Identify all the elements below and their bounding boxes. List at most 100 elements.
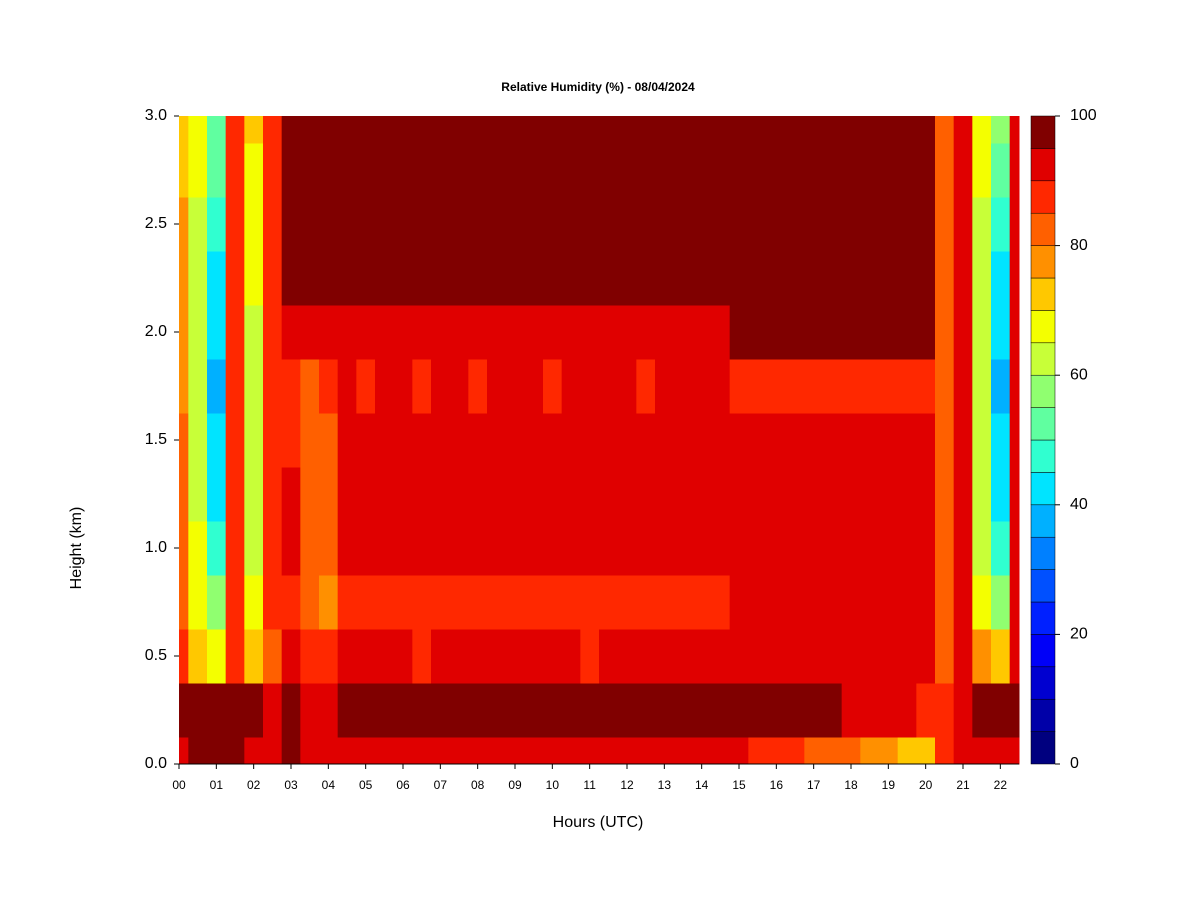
heat-cell (916, 737, 936, 765)
heat-cell (188, 413, 208, 468)
heat-cell (524, 629, 544, 684)
heat-cell (767, 305, 787, 360)
heat-cell (953, 521, 973, 576)
heat-cell (375, 413, 395, 468)
heat-cell (617, 575, 637, 630)
heat-cell (655, 575, 675, 630)
heat-cell (692, 143, 712, 198)
heat-cell (935, 629, 955, 684)
heat-cell (692, 359, 712, 414)
heat-cell (449, 413, 469, 468)
heat-cell (860, 143, 880, 198)
heat-cell (785, 467, 805, 522)
heat-cell (412, 629, 432, 684)
heat-cell (972, 467, 992, 522)
heat-cell (505, 521, 525, 576)
heat-cell (599, 116, 619, 144)
heat-cell (524, 737, 544, 765)
heat-cell (263, 305, 283, 360)
heat-cell (748, 413, 768, 468)
heat-cell (748, 143, 768, 198)
heat-cell (897, 737, 917, 765)
heat-cell (356, 575, 376, 630)
heat-cell (804, 413, 824, 468)
heat-cell (524, 683, 544, 738)
heat-cell (449, 737, 469, 765)
heat-cell (785, 575, 805, 630)
heat-cell (300, 413, 320, 468)
heat-cell (412, 575, 432, 630)
heat-cell (487, 737, 507, 765)
heat-cell (935, 683, 955, 738)
heat-cell (711, 197, 731, 252)
heat-cell (692, 467, 712, 522)
heat-cell (841, 629, 861, 684)
heat-cell (879, 683, 899, 738)
heat-cell (897, 197, 917, 252)
heat-cell (337, 251, 357, 306)
heat-cell (841, 359, 861, 414)
heat-cell (636, 413, 656, 468)
heat-cell (655, 683, 675, 738)
heat-cell (748, 737, 768, 765)
heat-cell (767, 737, 787, 765)
heat-cell (636, 521, 656, 576)
heat-cell (580, 251, 600, 306)
heat-cell (263, 683, 283, 738)
heat-cell (505, 359, 525, 414)
heat-cell (636, 629, 656, 684)
heat-cell (804, 737, 824, 765)
heat-cell (449, 467, 469, 522)
heat-cell (319, 197, 339, 252)
heat-cell (879, 467, 899, 522)
heat-cell (300, 683, 320, 738)
colorbar-box (1030, 698, 1056, 732)
heat-cell (655, 305, 675, 360)
heat-cell (748, 305, 768, 360)
heat-cell (729, 251, 749, 306)
heat-cell (916, 143, 936, 198)
heat-cell (953, 413, 973, 468)
heat-cell (599, 467, 619, 522)
heat-cell (375, 629, 395, 684)
heat-cell (972, 359, 992, 414)
heat-cell (179, 629, 189, 684)
heat-cell (748, 116, 768, 144)
heat-cell (636, 575, 656, 630)
heat-cell (449, 629, 469, 684)
heat-cell (263, 143, 283, 198)
heat-cell (935, 737, 955, 765)
heat-cell (505, 683, 525, 738)
heat-cell (524, 197, 544, 252)
heat-cell (337, 305, 357, 360)
heat-cell (673, 467, 693, 522)
heat-cell (953, 116, 973, 144)
heat-cell (337, 467, 357, 522)
heat-cell (823, 305, 843, 360)
heat-cell (263, 521, 283, 576)
heat-cell (281, 305, 301, 360)
heat-cell (505, 575, 525, 630)
heat-cell (263, 737, 283, 765)
heat-cell (487, 413, 507, 468)
heat-cell (673, 143, 693, 198)
heat-cell (207, 197, 227, 252)
heat-cell (636, 359, 656, 414)
heat-cell (729, 737, 749, 765)
heat-cell (281, 629, 301, 684)
heat-cell (431, 683, 451, 738)
heat-cell (281, 737, 301, 765)
heat-cell (991, 737, 1011, 765)
heat-cell (263, 116, 283, 144)
heat-cell (655, 521, 675, 576)
heat-cell (431, 413, 451, 468)
heat-cell (860, 575, 880, 630)
heat-cell (487, 521, 507, 576)
heat-cell (207, 521, 227, 576)
heat-cell (804, 575, 824, 630)
heat-cell (393, 305, 413, 360)
heat-cell (1009, 467, 1020, 522)
heat-cell (543, 467, 563, 522)
heat-cell (673, 305, 693, 360)
